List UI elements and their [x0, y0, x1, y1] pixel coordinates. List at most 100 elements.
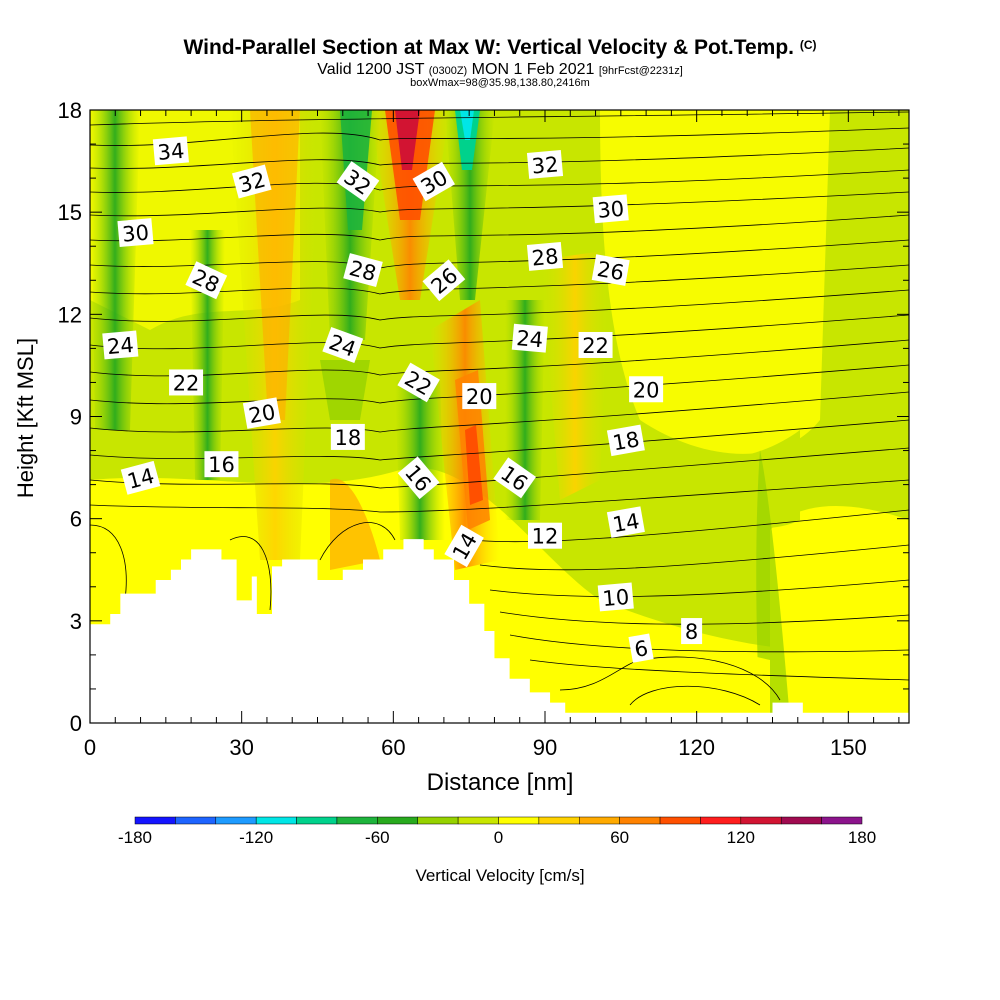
valid-prefix: Valid 1200 JST [317, 61, 425, 78]
contour-label-text: 18 [611, 427, 641, 455]
contour-label-bg [422, 259, 466, 302]
colorbar-segment [619, 816, 661, 825]
x-tick-label: 120 [678, 735, 715, 760]
contour-label-bg [511, 323, 548, 353]
contour-label: 12 [528, 522, 562, 549]
x-tick-label: 30 [229, 735, 253, 760]
colorbar-segment [417, 816, 459, 825]
colorbar-segment [134, 816, 176, 825]
colorbar-segment [336, 816, 378, 825]
y-tick-label: 6 [70, 507, 82, 532]
colorbar-segment [296, 816, 338, 825]
contour-label: 18 [330, 423, 365, 450]
x-tick-label: 90 [533, 735, 557, 760]
colorbar-segment [175, 816, 217, 825]
contour-label-bg [336, 161, 380, 202]
contour-label-bg [102, 330, 139, 360]
contour-label-bg [606, 506, 645, 538]
y-tick-label: 15 [58, 200, 82, 225]
y-tick-label: 18 [58, 98, 82, 123]
contour-label: 22 [578, 331, 613, 358]
contour-label-text: 18 [334, 426, 361, 450]
contour-label-bg [231, 164, 272, 199]
contour-label-bg [526, 150, 564, 179]
contour-label-bg [117, 218, 154, 248]
contour-label-bg [152, 136, 189, 166]
colorbar-segment [579, 816, 620, 825]
colorbar-segment [498, 816, 540, 825]
contour-label: 30 [592, 194, 629, 224]
contour-label: 8 [681, 618, 703, 645]
contour-label-text: 22 [582, 334, 609, 358]
chart-title: Wind-Parallel Section at Max W: Vertical… [0, 36, 1000, 60]
colorbar-tick-label: 0 [494, 828, 503, 847]
contour-label-bg [169, 369, 204, 396]
contour-label-text: 28 [531, 244, 560, 270]
contour-label-text: 14 [611, 509, 641, 537]
axes: 0 30 60 90 120 150 0 3 6 9 12 15 18 [58, 98, 909, 760]
colorbar-tick-label: 180 [848, 828, 876, 847]
contour-label-text: 22 [173, 371, 200, 395]
valid-date: MON 1 Feb 2021 [471, 61, 595, 78]
contour-label-bg [412, 161, 456, 202]
colorbar-segment [659, 816, 701, 825]
colorbar-segment [377, 816, 418, 825]
contour-label: 22 [169, 369, 204, 396]
contour-label-bg [681, 618, 703, 645]
contour-label-text: 12 [532, 525, 559, 549]
x-tick-label: 0 [84, 735, 96, 760]
colorbar-segment [255, 816, 297, 825]
contour-label: 28 [526, 242, 564, 271]
colorbar-label: Vertical Velocity [cm/s] [415, 866, 584, 885]
contour-label-bg [592, 194, 629, 224]
box-wmax-info: boxWmax=98@35.98,138.80,2416m [410, 77, 590, 89]
contour-label-bg [120, 460, 161, 495]
contour-label: 10 [597, 582, 634, 612]
y-tick-label: 9 [70, 405, 82, 430]
y-axis-label: Height [Kft MSL] [13, 338, 38, 498]
colorbar-segment [215, 816, 257, 825]
contour-label: 20 [629, 376, 664, 403]
colorbar-tick-label: -60 [365, 828, 390, 847]
contour-label: 14 [120, 460, 161, 495]
contour-label: 18 [606, 424, 645, 457]
contour-label: 6 [628, 633, 654, 663]
contour-label-bg [528, 522, 562, 549]
contour-label: 14 [606, 506, 645, 538]
y-tick-label: 3 [70, 609, 82, 634]
contour-label-text: 16 [208, 453, 235, 477]
contour-label-text: 30 [121, 220, 150, 246]
contour-label-bg [185, 261, 228, 300]
contour-label: 20 [462, 383, 497, 410]
chart-title-main: Wind-Parallel Section at Max W: Vertical… [183, 36, 794, 59]
contour-label-bg [242, 397, 281, 429]
contour-label-bg [578, 331, 613, 358]
contour-label-bg [330, 423, 365, 450]
colorbar: -180 -120 -60 0 60 120 180 [118, 816, 876, 847]
contour-label-text: 10 [602, 585, 631, 611]
chart-subtitle: Valid 1200 JST (0300Z) MON 1 Feb 2021 [9… [0, 61, 1000, 79]
contour-label: 34 [152, 136, 189, 166]
contour-label: 20 [242, 397, 281, 429]
contour-label-bg [397, 456, 440, 500]
x-tick-label: 60 [381, 735, 405, 760]
contour-label-bg [628, 633, 654, 663]
contour-label-bg [343, 253, 383, 288]
contour-label-text: 24 [515, 326, 544, 352]
terrain-mask [90, 539, 909, 723]
forecast-info: [9hrFcst@2231z] [598, 65, 683, 77]
colorbar-segment [821, 816, 863, 825]
colorbar-tick-label: -120 [239, 828, 273, 847]
colorbar-segment [538, 816, 580, 825]
contour-label-text: 24 [106, 333, 135, 359]
contour-label-bg [204, 451, 239, 478]
contour-label: 32 [526, 150, 564, 179]
y-tick-label: 0 [70, 711, 82, 736]
contour-label-bg [444, 524, 484, 568]
colorbar-segment [740, 816, 782, 825]
contour-label-bg [597, 582, 634, 612]
contour-label-bg [322, 326, 364, 364]
colorbar-tick-label: -180 [118, 828, 152, 847]
contour-label-bg [397, 362, 440, 403]
contour-label: 26 [591, 254, 630, 286]
